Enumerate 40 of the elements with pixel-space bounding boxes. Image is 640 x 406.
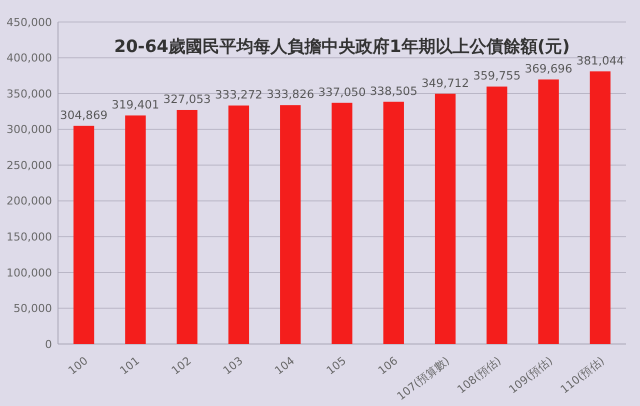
- bar: [73, 126, 94, 344]
- data-label: 381,044: [576, 53, 624, 68]
- x-tick-label: 103: [220, 354, 246, 378]
- y-tick-label: 100,000: [6, 266, 52, 280]
- x-tick-label: 106: [376, 354, 400, 378]
- x-tick-label: 102: [169, 354, 194, 378]
- data-label: 349,712: [421, 76, 470, 90]
- bar: [486, 86, 508, 344]
- bar: [590, 71, 611, 344]
- y-tick-label: 50,000: [14, 302, 52, 316]
- y-tick-label: 0: [45, 338, 52, 351]
- text: 20-64歲國民平均每人負擔中央政府1年期以上公債餘額(元): [114, 37, 570, 57]
- x-tick-label: 105: [324, 354, 349, 378]
- y-tick-label: 400,000: [6, 52, 52, 65]
- y-tick-label: 300,000: [6, 123, 52, 136]
- bar: [538, 79, 559, 344]
- bar: [434, 94, 456, 344]
- y-tick-label: 350,000: [6, 87, 52, 100]
- data-label: 319,401: [112, 97, 160, 112]
- data-label: 359,755: [473, 68, 521, 83]
- y-tick-label: 150,000: [6, 230, 52, 244]
- bar: [228, 106, 250, 344]
- data-label: 337,050: [318, 84, 366, 99]
- data-label: 369,696: [524, 61, 572, 76]
- data-label: 333,826: [266, 87, 314, 102]
- data-label: 327,053: [163, 92, 211, 106]
- bar: [280, 105, 301, 344]
- y-tick-label: 250,000: [6, 158, 52, 172]
- x-tick-label: 100: [66, 354, 90, 378]
- bar: [176, 110, 198, 344]
- bar: [383, 102, 404, 344]
- x-tick-label: 101: [117, 354, 142, 378]
- x-tick-label: 104: [272, 354, 297, 378]
- data-label: 333,272: [214, 88, 263, 102]
- bar: [332, 102, 352, 344]
- y-tick-label: 200,000: [6, 194, 52, 208]
- y-tick-label: 450,000: [6, 16, 52, 29]
- data-label: 304,869: [60, 108, 108, 122]
- data-label: 338,505: [370, 84, 418, 98]
- bar: [125, 115, 146, 344]
